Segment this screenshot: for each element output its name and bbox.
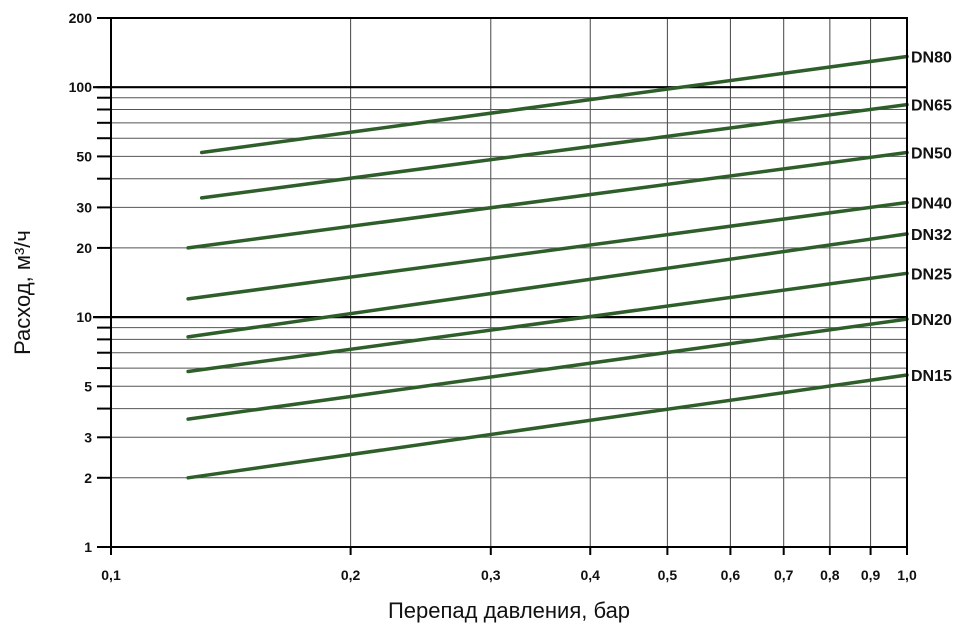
y-tick-label: 3 <box>84 429 92 445</box>
series-label-dn40: DN40 <box>911 196 952 213</box>
y-tick-label: 30 <box>76 199 92 215</box>
series-labels: DN80 DN65 DN50 DN40 DN32 DN25 DN20 DN15 <box>911 50 952 385</box>
y-tick-label: 1 <box>84 539 92 555</box>
x-tick-label: 0,2 <box>341 567 361 583</box>
plot-area <box>111 18 907 547</box>
series-line-dn65 <box>199 102 909 200</box>
x-axis-title: Перепад давления, бар <box>388 598 630 623</box>
y-tick-label: 20 <box>76 240 92 256</box>
x-tick-label: 0,1 <box>101 567 121 583</box>
x-tick-label: 0,9 <box>861 567 881 583</box>
x-tick-label: 0,5 <box>658 567 678 583</box>
series-line-dn15 <box>186 373 909 480</box>
series-line-dn50 <box>186 150 909 250</box>
y-tick-label: 5 <box>84 378 92 394</box>
series-label-dn80: DN80 <box>911 50 952 67</box>
x-tick-label: 0,8 <box>820 567 840 583</box>
series-lines <box>186 54 909 480</box>
x-tick-label: 0,7 <box>774 567 794 583</box>
y-tick-label: 50 <box>76 148 92 164</box>
series-label-dn15: DN15 <box>911 368 952 385</box>
series-label-dn20: DN20 <box>911 312 952 329</box>
y-tick-label: 2 <box>84 470 92 486</box>
x-tick-label: 0,6 <box>721 567 741 583</box>
y-axis-title: Расход, м³/ч <box>10 230 35 355</box>
x-tick-label: 0,3 <box>481 567 501 583</box>
series-label-dn25: DN25 <box>911 266 952 283</box>
series-line-dn20 <box>186 317 909 421</box>
x-tick-labels: 0,1 0,2 0,3 0,4 0,5 0,6 0,7 0,8 0,9 1,0 <box>101 567 917 583</box>
plot-frame <box>110 17 908 548</box>
series-label-dn65: DN65 <box>911 98 952 115</box>
series-line-dn80 <box>199 54 909 155</box>
series-label-dn32: DN32 <box>911 227 952 244</box>
y-tick-labels: 1 2 3 5 10 20 30 50 100 200 <box>69 10 93 555</box>
series-line-dn25 <box>186 271 909 374</box>
series-line-dn40 <box>186 200 909 301</box>
y-tick-label: 200 <box>69 10 93 26</box>
x-tick-label: 0,4 <box>581 567 601 583</box>
y-tick-label: 10 <box>76 309 92 325</box>
series-label-dn50: DN50 <box>911 145 952 162</box>
y-tick-label: 100 <box>69 79 93 95</box>
series-line-dn32 <box>186 232 909 339</box>
x-tick-label: 1,0 <box>897 567 917 583</box>
